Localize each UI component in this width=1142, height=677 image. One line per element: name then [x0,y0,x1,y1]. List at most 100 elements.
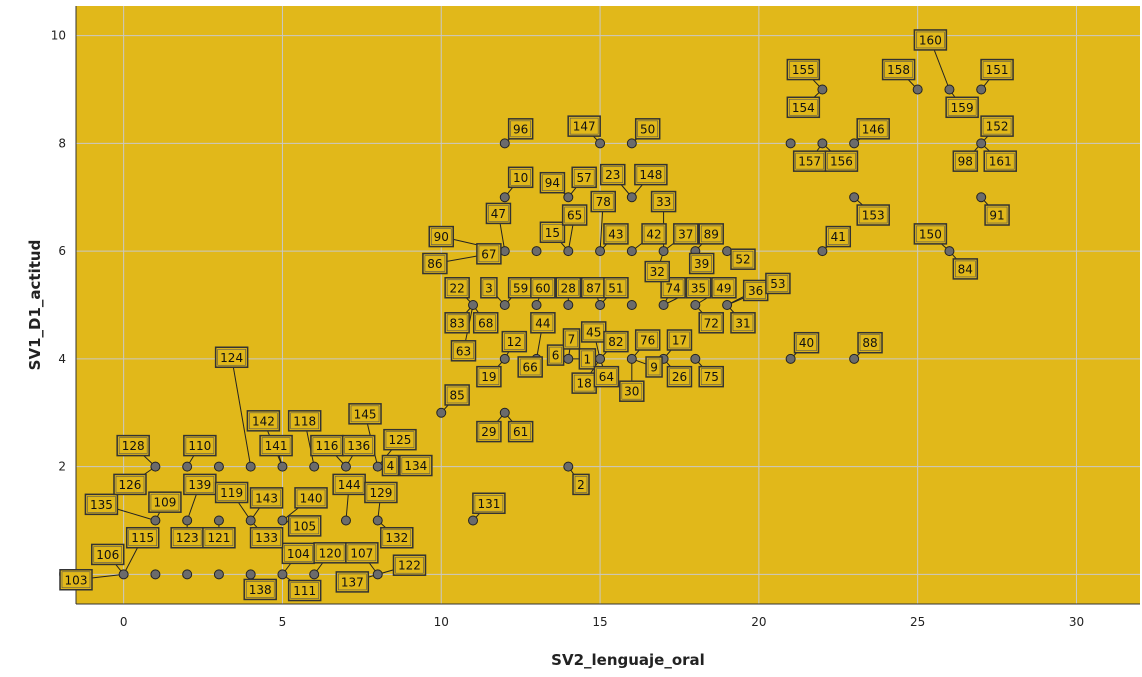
point-label-text: 124 [220,351,243,365]
point-label-text: 160 [919,33,942,47]
point-label-box [711,277,737,299]
point-label: 78 [590,190,616,213]
point-label-inner-border [713,279,735,297]
point-label: 160 [913,29,948,51]
point-label: 60 [530,277,556,299]
point-label: 65 [561,204,588,226]
point-label-inner-border [916,31,945,49]
point-label: 134 [399,454,433,477]
point-label: 157 [792,150,827,172]
point-label-text: 37 [678,227,693,241]
point-label-inner-border [385,431,415,448]
point-label-inner-border [382,529,412,547]
data-point [658,300,669,310]
point-label-text: 131 [477,497,500,511]
point-label-box [793,331,820,354]
point-label: 15 [539,221,566,244]
point-label: 105 [287,515,322,537]
point-label-inner-border [602,166,624,183]
point-label-text: 142 [252,414,275,428]
point-label: 98 [952,150,979,172]
point-label: 9 [645,356,663,378]
point-label-box [572,473,590,496]
point-label-text: 96 [513,122,528,136]
data-point [849,353,860,364]
data-point [150,515,161,526]
point-label: 10 [507,166,534,189]
point-label-box [561,204,588,226]
point-label-text: 49 [716,281,731,295]
y-tick-label: 8 [58,136,66,150]
point-label: 41 [825,225,852,248]
x-tick-label: 0 [120,615,128,629]
point-label: 83 [444,312,470,334]
point-label: 136 [341,434,376,457]
point-label-inner-border [557,279,579,297]
point-label-box [249,487,284,509]
point-label-box [341,434,376,457]
point-label-text: 4 [387,459,395,473]
point-label-inner-border [312,437,342,454]
point-label: 3 [480,277,498,299]
point-label-text: 139 [188,478,211,492]
point-label-text: 9 [650,360,658,374]
y-tick-label: 10 [51,29,66,43]
point-label-box [688,252,715,275]
point-label: 132 [380,526,414,549]
point-label-box [603,330,629,353]
point-label-box [183,434,217,457]
point-label: 17 [666,329,693,351]
data-point [182,569,193,580]
point-label-inner-border [986,206,1008,224]
point-label-box [380,526,414,549]
point-label-box [698,365,724,388]
point-label-inner-border [637,331,659,349]
point-label-box [294,487,328,509]
data-point [912,84,923,95]
point-label-box [980,115,1014,137]
point-label-box [148,491,182,513]
point-label-inner-border [662,279,684,297]
data-point [626,246,637,257]
point-label-box [590,190,616,213]
point-label-box [383,428,417,451]
point-label-text: 156 [830,155,853,169]
point-label-text: 53 [770,277,785,291]
point-label-inner-border [446,386,468,404]
point-label-text: 157 [798,155,821,169]
point-label-inner-border [827,152,856,170]
point-label-inner-border [955,152,976,170]
point-label: 76 [634,329,661,351]
data-point [944,84,955,95]
data-points [118,84,987,580]
point-label: 115 [125,526,160,549]
point-label-text: 133 [255,531,278,545]
point-label-text: 10 [513,171,528,185]
point-label-box [249,526,284,549]
point-label-text: 159 [951,101,974,115]
point-label-text: 30 [624,385,639,399]
point-label-text: 84 [958,262,973,276]
point-label: 39 [688,252,715,275]
point-label: 72 [698,312,724,334]
point-label: 123 [170,526,204,549]
data-point [499,192,510,203]
point-label-box [507,118,534,140]
point-label: 106 [91,543,125,566]
point-label-text: 161 [989,155,1012,169]
point-label-text: 44 [535,316,550,330]
point-label: 140 [294,487,328,509]
point-label-inner-border [315,544,345,562]
point-label: 12 [501,330,528,353]
point-label: 59 [507,277,534,299]
point-label-text: 123 [176,531,199,545]
point-label-box [348,403,382,425]
point-label-inner-border [290,517,319,535]
point-label: 143 [249,487,284,509]
point-label: 91 [984,204,1010,226]
point-label-box [345,542,379,564]
point-label-inner-border [916,225,945,243]
point-label-box [634,329,661,351]
data-point [309,461,320,472]
data-point [372,569,383,580]
